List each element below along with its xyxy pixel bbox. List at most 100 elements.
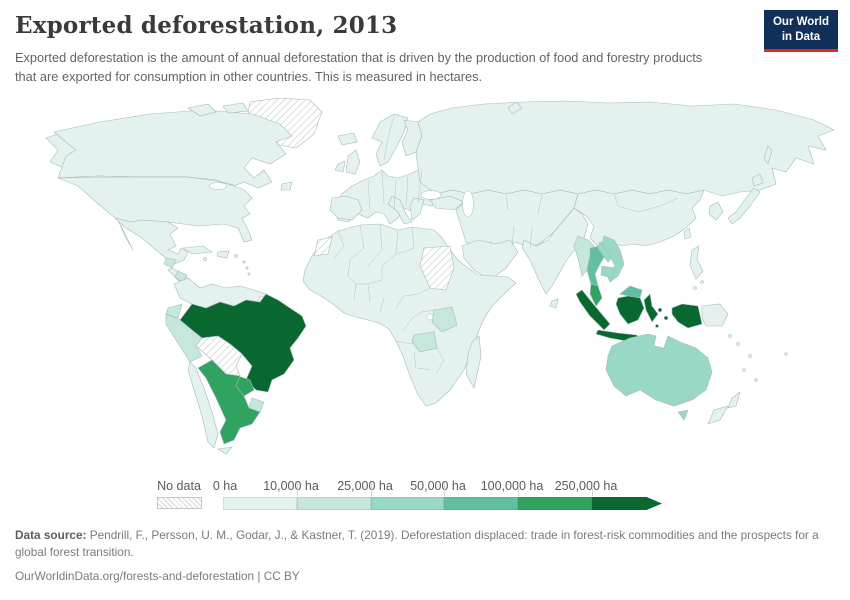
country-australia[interactable] <box>605 333 713 407</box>
country-ecuador[interactable] <box>165 303 183 319</box>
legend-tick <box>518 482 519 496</box>
world-map-svg <box>45 97 835 455</box>
country-sudan[interactable] <box>419 245 455 291</box>
country-russia[interactable] <box>415 100 835 197</box>
country-small-island[interactable] <box>693 286 697 290</box>
legend-color-segment[interactable] <box>297 497 371 510</box>
country-vietnam[interactable] <box>601 235 625 283</box>
legend-stop-label: 100,000 ha <box>480 479 544 493</box>
country-tanzania[interactable] <box>431 306 458 333</box>
legend-stop-label: 0 ha <box>212 479 238 493</box>
black-sea <box>420 190 442 200</box>
legend-no-data-label: No data <box>157 479 201 493</box>
lake-victoria <box>426 313 434 321</box>
country-korea[interactable] <box>708 201 724 221</box>
citation-line: OurWorldinData.org/forests-and-deforesta… <box>15 568 835 585</box>
country-west-papua[interactable] <box>671 303 703 329</box>
country-sri-lanka[interactable] <box>549 298 559 309</box>
owid-logo-line1: Our World <box>772 16 829 28</box>
country-japan[interactable] <box>727 187 761 225</box>
legend-tick <box>444 482 445 496</box>
country-small-island[interactable] <box>784 352 788 356</box>
country-novaya-zemlya[interactable] <box>507 101 523 115</box>
chart-header: Exported deforestation, 2013 Exported de… <box>15 12 740 86</box>
chart-title: Exported deforestation, 2013 <box>15 12 398 39</box>
country-hispaniola[interactable] <box>216 250 230 259</box>
legend-color-segment[interactable] <box>592 497 662 510</box>
country-ireland[interactable] <box>334 160 346 173</box>
country-cambodia[interactable] <box>600 265 615 279</box>
country-mexico[interactable] <box>114 217 189 265</box>
country-small-island[interactable] <box>728 334 732 338</box>
country-cuba[interactable] <box>182 245 213 255</box>
legend-stop-label: 25,000 ha <box>337 479 393 493</box>
country-moluccas[interactable] <box>657 307 663 313</box>
country-sumatra[interactable] <box>575 289 611 331</box>
country-malaysia-borneo[interactable] <box>619 285 643 299</box>
country-small-island[interactable] <box>203 257 207 261</box>
interior-borders <box>59 115 679 375</box>
country-small-island[interactable] <box>748 354 752 358</box>
country-tierra-del-fuego[interactable] <box>217 446 233 455</box>
country-small-island[interactable] <box>736 342 740 346</box>
country-baja[interactable] <box>117 219 134 251</box>
country-iberia[interactable] <box>329 195 363 221</box>
country-hokkaido[interactable] <box>751 173 764 187</box>
country-small-island[interactable] <box>242 260 246 264</box>
legend-color-segment[interactable] <box>518 497 592 510</box>
country-sakhalin[interactable] <box>763 145 773 165</box>
country-sulawesi[interactable] <box>643 293 659 323</box>
country-arctic-island[interactable] <box>222 102 249 114</box>
country-zambia[interactable] <box>411 331 438 353</box>
country-iceland[interactable] <box>337 132 358 146</box>
country-moluccas[interactable] <box>663 315 669 321</box>
country-philippines[interactable] <box>689 245 704 280</box>
country-madagascar[interactable] <box>465 335 482 389</box>
legend-stop-label: 10,000 ha <box>263 479 319 493</box>
country-small-island[interactable] <box>700 280 704 284</box>
country-kalimantan[interactable] <box>615 295 645 325</box>
country-small-island[interactable] <box>234 254 238 258</box>
country-small-island[interactable] <box>754 378 758 382</box>
country-tasmania[interactable] <box>677 409 689 421</box>
country-small-island[interactable] <box>742 368 746 372</box>
map-legend: No data 0 ha 10,000 ha 25,000 ha 50,000 ha 1… <box>0 477 850 515</box>
legend-color-segment[interactable] <box>444 497 518 510</box>
country-balkans[interactable] <box>409 197 425 221</box>
world-map <box>38 97 846 470</box>
country-malaysia-peninsula[interactable] <box>589 283 603 307</box>
country-guatemala[interactable] <box>163 257 177 269</box>
country-africa[interactable] <box>302 223 517 407</box>
country-moluccas[interactable] <box>655 324 659 328</box>
country-bolivia[interactable] <box>195 335 243 377</box>
country-new-zealand-north[interactable] <box>727 391 741 409</box>
legend-stop-label: 50,000 ha <box>410 479 466 493</box>
country-uk[interactable] <box>345 149 361 175</box>
country-arctic-island[interactable] <box>187 103 217 117</box>
chart-subtitle: Exported deforestation is the amount of … <box>15 50 703 84</box>
country-taiwan[interactable] <box>683 227 692 240</box>
owid-logo-line2: in Data <box>781 30 821 43</box>
country-new-zealand-south[interactable] <box>707 405 729 425</box>
legend-tick <box>297 482 298 496</box>
country-newfoundland[interactable] <box>280 181 293 191</box>
country-arabia[interactable] <box>461 239 519 281</box>
legend-color-segment[interactable] <box>223 497 297 510</box>
legend-color-segment[interactable] <box>371 497 444 510</box>
legend-tick <box>592 482 593 496</box>
country-small-island[interactable] <box>245 266 249 270</box>
country-argentina[interactable] <box>197 359 261 445</box>
source-label: Data source: <box>15 528 87 542</box>
legend-tick <box>371 482 372 496</box>
country-china[interactable] <box>573 189 705 247</box>
citation-link[interactable]: OurWorldinData.org/forests-and-deforesta… <box>15 568 300 583</box>
country-western-sahara[interactable] <box>313 236 333 257</box>
source-line: Data source: Pendrill, F., Persson, U. M… <box>15 527 835 561</box>
country-scandinavia[interactable] <box>371 113 409 167</box>
country-chile[interactable] <box>187 361 219 449</box>
country-italy[interactable] <box>387 195 413 225</box>
country-small-island[interactable] <box>247 272 251 276</box>
no-data-swatch[interactable] <box>157 497 202 509</box>
country-papua-new-guinea[interactable] <box>701 303 729 327</box>
owid-logo[interactable]: Our World in Data <box>763 10 838 52</box>
